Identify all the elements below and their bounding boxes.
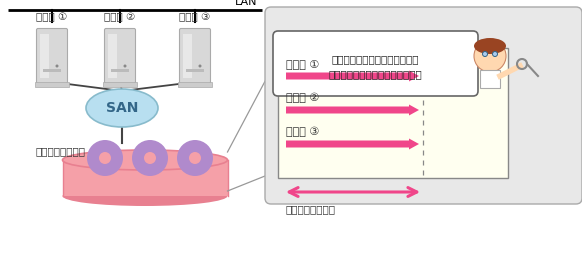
Circle shape [189, 152, 201, 164]
Ellipse shape [86, 89, 158, 127]
Ellipse shape [62, 150, 228, 170]
Text: バーチャルテープ: バーチャルテープ [35, 146, 85, 156]
Circle shape [55, 64, 59, 68]
Bar [35, 82, 69, 87]
Circle shape [132, 140, 168, 176]
Bar [178, 82, 212, 87]
Circle shape [198, 64, 201, 68]
FancyBboxPatch shape [278, 48, 508, 178]
FancyBboxPatch shape [105, 28, 136, 84]
Text: サーバ ③: サーバ ③ [286, 127, 320, 137]
Ellipse shape [474, 38, 506, 54]
FancyArrow shape [286, 139, 419, 149]
FancyArrow shape [286, 105, 419, 115]
Bar [43, 69, 61, 72]
Bar [108, 34, 118, 78]
FancyBboxPatch shape [179, 28, 211, 84]
Circle shape [177, 140, 213, 176]
Circle shape [99, 152, 111, 164]
FancyBboxPatch shape [273, 31, 478, 96]
Text: SAN: SAN [106, 101, 138, 115]
Bar [111, 69, 129, 72]
Circle shape [492, 52, 498, 56]
Circle shape [482, 52, 488, 56]
Circle shape [87, 140, 123, 176]
Text: バックアップ時間: バックアップ時間 [286, 204, 336, 214]
Bar [62, 160, 228, 196]
FancyArrow shape [286, 70, 419, 81]
Bar [183, 34, 192, 78]
Text: ので、待ち時間がいらないのだ。: ので、待ち時間がいらないのだ。 [329, 69, 423, 80]
Text: 並列でバックアップ処理をする: 並列でバックアップ処理をする [332, 55, 419, 64]
FancyBboxPatch shape [37, 28, 68, 84]
Text: サーバ ②: サーバ ② [104, 12, 136, 22]
Ellipse shape [62, 186, 228, 206]
FancyBboxPatch shape [265, 7, 582, 204]
Circle shape [144, 152, 156, 164]
Circle shape [474, 40, 506, 72]
Text: サーバ ①: サーバ ① [286, 59, 320, 69]
Bar [186, 69, 204, 72]
Circle shape [123, 64, 126, 68]
Bar [103, 82, 137, 87]
Text: サーバ ①: サーバ ① [36, 12, 68, 22]
Bar [40, 34, 49, 78]
Text: サーバ ③: サーバ ③ [179, 12, 211, 22]
Text: サーバ ②: サーバ ② [286, 93, 320, 103]
Bar [480, 70, 500, 88]
Text: LAN: LAN [235, 0, 257, 7]
